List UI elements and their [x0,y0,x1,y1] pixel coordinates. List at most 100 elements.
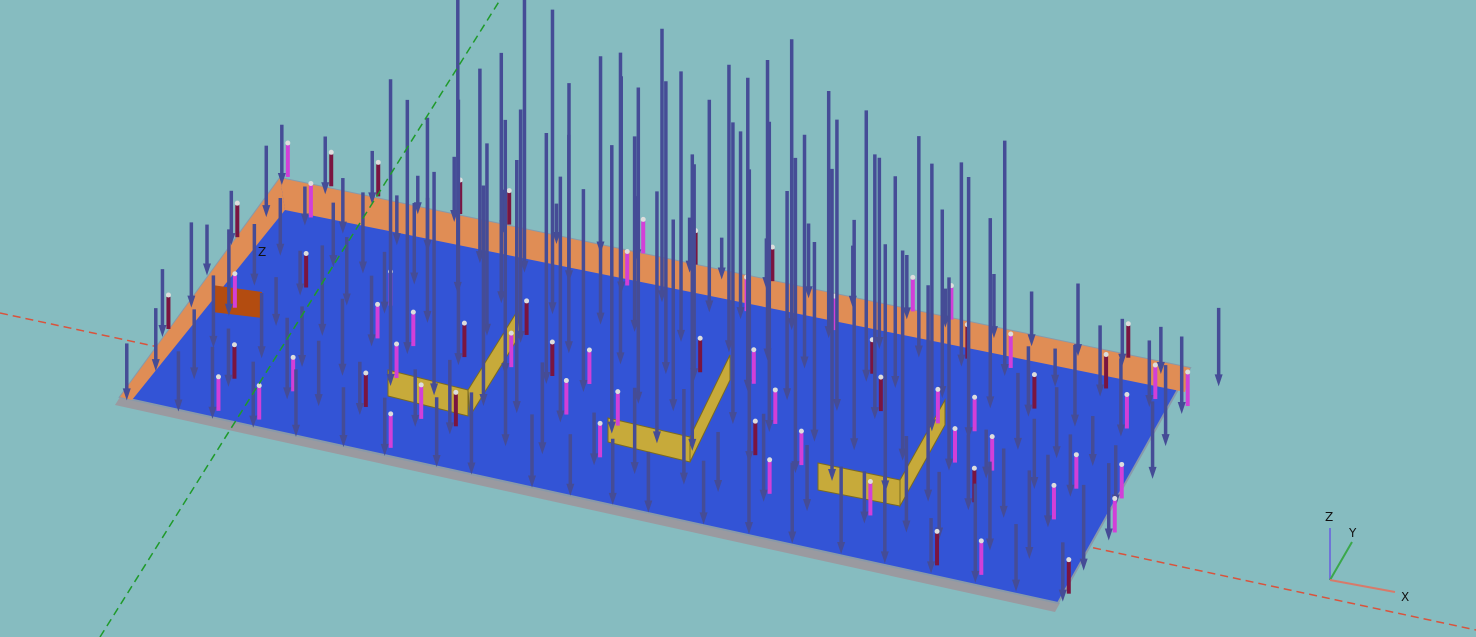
arrow-head [870,407,879,420]
arrow-head [783,388,792,401]
arrow-head [1012,579,1021,592]
node [767,457,773,463]
model [115,176,1192,612]
arrow-head [608,492,617,505]
arrow-head [964,498,973,511]
arrow-head [804,286,813,299]
node [971,465,977,471]
arrow-head [380,443,389,456]
node [934,528,940,534]
arrow-head [862,369,871,382]
arrow-head [296,283,305,296]
arrow-head [832,398,841,411]
node [878,374,884,380]
arrow-head [728,412,737,425]
node [769,244,775,250]
arrow-head [1030,476,1039,489]
node [978,538,984,544]
node [867,478,873,484]
arrow-head [1066,484,1075,497]
node [935,386,941,392]
arrow-head [803,499,812,512]
node [640,216,646,222]
arrow-head [512,401,521,414]
node [328,149,334,155]
node [418,382,424,388]
arrow-head [898,448,907,461]
arrow-head [410,272,419,285]
node [290,354,296,360]
arrow-head [423,310,432,323]
node [234,200,240,206]
arrow-head [209,335,218,348]
arrow-head [688,438,697,451]
arrow-head [985,538,994,551]
arrow-head [714,480,723,493]
arrow-head [403,342,412,355]
arrow-head [552,232,561,245]
node [506,188,512,194]
node [1125,321,1131,327]
arrow-head [318,323,327,336]
arrow-head [986,396,995,409]
node [1103,351,1109,357]
node [972,394,978,400]
arrow-head [321,182,330,195]
arrow-head [657,290,666,303]
arrow-head [1104,528,1113,541]
arrow-head [257,346,266,359]
node [453,389,459,395]
arrow-head [944,458,953,471]
arrow-head [677,329,686,342]
node [1031,372,1037,378]
triad-y [1329,541,1353,581]
node [1112,495,1118,501]
node [410,309,416,315]
arrow-head [501,434,510,447]
arrow-head [566,483,575,496]
arrow-head [1025,546,1034,559]
arrow-head [860,511,869,524]
arrow-head [644,500,653,513]
arrow-head [616,352,625,365]
node [624,248,630,254]
arrow-head [368,192,377,205]
node [524,298,530,304]
node [394,341,400,347]
arrow-head [1214,374,1223,387]
node [798,428,804,434]
arrow-head [1000,363,1009,376]
arrow-head [479,394,488,407]
arrow-head [875,337,884,350]
arrow-head [964,427,973,440]
arrow-head [1024,404,1033,417]
arrow-head [224,303,233,316]
node [388,411,394,417]
arrow-head [276,243,285,256]
arrow-head [298,355,307,368]
arrow-head [902,520,911,533]
arrow-head [891,375,900,388]
node [1152,362,1158,368]
arrow-head [744,522,753,535]
arrow-head [556,410,565,423]
node [508,330,514,336]
arrow-head [1051,374,1060,387]
arrow-head [699,512,708,525]
arrow-head [661,362,670,375]
node [1124,391,1130,397]
axis-triad: Z Y X [1325,510,1409,604]
arrow-head [432,455,441,468]
arrow-head [1177,402,1186,415]
arrow-head [277,172,286,185]
arrow-head [291,424,300,437]
node [1119,461,1125,467]
arrow-head [358,261,367,274]
arrow-head [652,431,661,444]
arrow-head [454,353,463,366]
arrow-head [467,462,476,475]
global-y-axis [99,0,501,637]
arrow-head [590,453,599,466]
arrow-head [151,359,160,372]
arrow-head [1043,515,1052,528]
